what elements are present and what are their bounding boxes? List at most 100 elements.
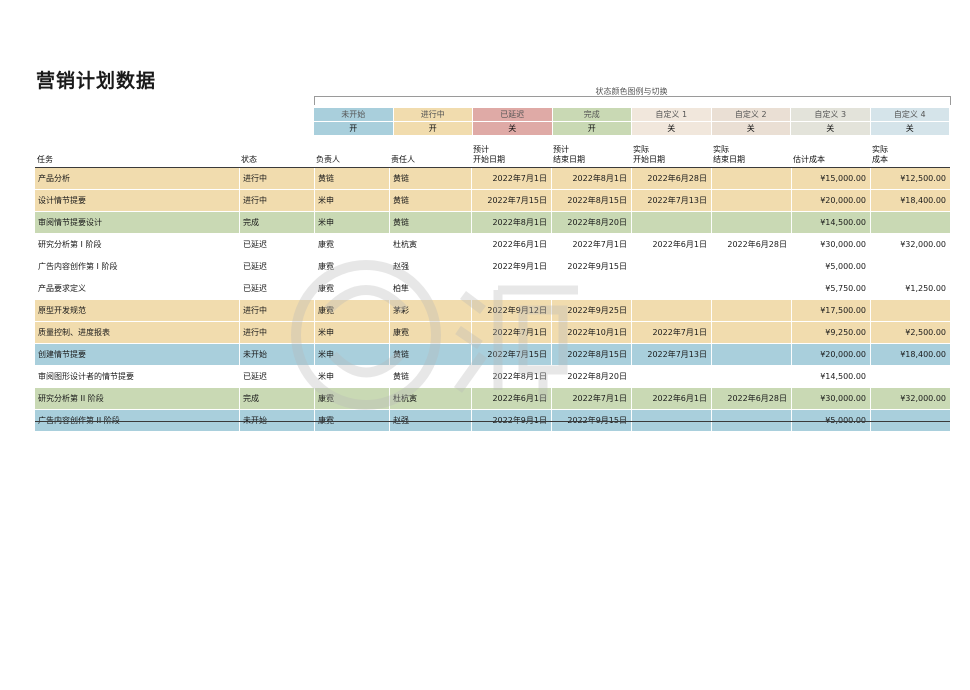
- legend-toggle[interactable]: 关: [473, 122, 552, 135]
- cell-lead[interactable]: 米申: [314, 190, 389, 211]
- cell-act-start[interactable]: [631, 256, 711, 277]
- column-header[interactable]: 实际 结束日期: [713, 145, 745, 165]
- cell-owner[interactable]: 黄链: [389, 366, 471, 387]
- legend-toggle[interactable]: 关: [711, 122, 790, 135]
- cell-act-cost[interactable]: [870, 410, 950, 431]
- cell-act-cost[interactable]: [870, 300, 950, 321]
- cell-est-cost[interactable]: ¥17,500.00: [791, 300, 870, 321]
- cell-act-cost[interactable]: ¥12,500.00: [870, 168, 950, 189]
- cell-est-end[interactable]: 2022年7月1日: [551, 234, 631, 255]
- cell-task[interactable]: 广告内容创作第 I 阶段: [38, 262, 118, 271]
- cell-act-start[interactable]: 2022年7月13日: [631, 344, 711, 365]
- cell-owner[interactable]: 黄链: [389, 212, 471, 233]
- cell-act-cost[interactable]: ¥1,250.00: [870, 278, 950, 299]
- cell-act-start[interactable]: [631, 410, 711, 431]
- column-header[interactable]: 预计 结束日期: [553, 145, 585, 165]
- cell-task[interactable]: 审阅图形设计者的情节提要: [38, 372, 134, 381]
- cell-act-cost[interactable]: ¥32,000.00: [870, 234, 950, 255]
- cell-task[interactable]: 产品要求定义: [38, 284, 86, 293]
- column-header[interactable]: 状态: [241, 155, 257, 165]
- cell-act-start[interactable]: 2022年6月1日: [631, 234, 711, 255]
- cell-est-cost[interactable]: ¥5,000.00: [791, 410, 870, 431]
- cell-est-cost[interactable]: ¥20,000.00: [791, 190, 870, 211]
- cell-est-start[interactable]: 2022年9月1日: [471, 410, 551, 431]
- cell-lead[interactable]: 康霓: [314, 278, 389, 299]
- table-row[interactable]: 产品要求定义 已延迟 康霓 柏隼 ¥5,750.00 ¥1,250.00: [35, 278, 950, 300]
- cell-est-end[interactable]: [551, 278, 631, 299]
- cell-est-end[interactable]: 2022年10月1日: [551, 322, 631, 343]
- cell-act-cost[interactable]: ¥32,000.00: [870, 388, 950, 409]
- cell-task[interactable]: 研究分析第 I 阶段: [38, 240, 102, 249]
- cell-act-start[interactable]: 2022年7月13日: [631, 190, 711, 211]
- column-header[interactable]: 实际 开始日期: [633, 145, 665, 165]
- cell-est-cost[interactable]: ¥5,000.00: [791, 256, 870, 277]
- table-row[interactable]: 产品分析 进行中 黄链 黄链 2022年7月1日 2022年8月1日 2022年6月28日 ¥…: [35, 168, 950, 190]
- cell-status[interactable]: 未开始: [239, 410, 314, 431]
- table-row[interactable]: 创建情节提要 未开始 米申 黄链 2022年7月15日 2022年8月15日 2022年7月…: [35, 344, 950, 366]
- cell-est-start[interactable]: 2022年9月12日: [471, 300, 551, 321]
- cell-act-end[interactable]: 2022年6月28日: [711, 234, 791, 255]
- cell-lead[interactable]: 米申: [314, 322, 389, 343]
- cell-act-start[interactable]: [631, 366, 711, 387]
- legend-toggle[interactable]: 开: [552, 122, 631, 135]
- cell-act-end[interactable]: [711, 256, 791, 277]
- cell-act-cost[interactable]: ¥2,500.00: [870, 322, 950, 343]
- table-row[interactable]: 审阅图形设计者的情节提要 已延迟 米申 黄链 2022年8月1日 2022年8月20日 ¥1…: [35, 366, 950, 388]
- cell-act-end[interactable]: [711, 212, 791, 233]
- cell-act-cost[interactable]: [870, 212, 950, 233]
- cell-lead[interactable]: 康霓: [314, 234, 389, 255]
- cell-owner[interactable]: 黄链: [389, 190, 471, 211]
- table-row[interactable]: 原型开发规范 进行中 康霓 茅彩 2022年9月12日 2022年9月25日 ¥17,500…: [35, 300, 950, 322]
- cell-act-start[interactable]: 2022年6月1日: [631, 388, 711, 409]
- cell-act-end[interactable]: 2022年6月28日: [711, 388, 791, 409]
- cell-task[interactable]: 设计情节提要: [38, 196, 86, 205]
- column-header[interactable]: 责任人: [391, 155, 415, 165]
- cell-est-end[interactable]: 2022年8月20日: [551, 366, 631, 387]
- cell-est-end[interactable]: 2022年8月1日: [551, 168, 631, 189]
- cell-status[interactable]: 进行中: [239, 322, 314, 343]
- column-header[interactable]: 预计 开始日期: [473, 145, 505, 165]
- cell-act-cost[interactable]: [870, 256, 950, 277]
- cell-act-end[interactable]: [711, 278, 791, 299]
- cell-owner[interactable]: 茅彩: [389, 300, 471, 321]
- cell-est-cost[interactable]: ¥14,500.00: [791, 366, 870, 387]
- table-row[interactable]: 研究分析第 II 阶段 完成 康霓 杜杭寅 2022年6月1日 2022年7月1日 2022…: [35, 388, 950, 410]
- legend-toggle[interactable]: 关: [791, 122, 870, 135]
- table-row[interactable]: 广告内容创作第 I 阶段 已延迟 康霓 赵强 2022年9月1日 2022年9月15日 ¥5…: [35, 256, 950, 278]
- cell-est-cost[interactable]: ¥15,000.00: [791, 168, 870, 189]
- cell-est-cost[interactable]: ¥20,000.00: [791, 344, 870, 365]
- cell-status[interactable]: 进行中: [239, 190, 314, 211]
- cell-est-start[interactable]: 2022年6月1日: [471, 388, 551, 409]
- cell-status[interactable]: 完成: [239, 388, 314, 409]
- cell-est-cost[interactable]: ¥30,000.00: [791, 234, 870, 255]
- cell-task[interactable]: 审阅情节提要设计: [38, 218, 102, 227]
- cell-act-end[interactable]: [711, 190, 791, 211]
- cell-act-cost[interactable]: ¥18,400.00: [870, 344, 950, 365]
- table-row[interactable]: 质量控制、进度报表 进行中 米申 康霓 2022年7月1日 2022年10月1日 2022年…: [35, 322, 950, 344]
- cell-est-cost[interactable]: ¥5,750.00: [791, 278, 870, 299]
- cell-owner[interactable]: 黄链: [389, 168, 471, 189]
- cell-task[interactable]: 原型开发规范: [38, 306, 86, 315]
- table-row[interactable]: 研究分析第 I 阶段 已延迟 康霓 杜杭寅 2022年6月1日 2022年7月1日 2022…: [35, 234, 950, 256]
- cell-lead[interactable]: 黄链: [314, 168, 389, 189]
- cell-task[interactable]: 广告内容创作第 II 阶段: [38, 416, 120, 425]
- cell-owner[interactable]: 康霓: [389, 322, 471, 343]
- cell-owner[interactable]: 柏隼: [389, 278, 471, 299]
- cell-act-end[interactable]: [711, 322, 791, 343]
- cell-est-start[interactable]: 2022年6月1日: [471, 234, 551, 255]
- cell-act-end[interactable]: [711, 366, 791, 387]
- cell-act-start[interactable]: 2022年7月1日: [631, 322, 711, 343]
- cell-status[interactable]: 未开始: [239, 344, 314, 365]
- cell-owner[interactable]: 杜杭寅: [389, 234, 471, 255]
- cell-act-start[interactable]: 2022年6月28日: [631, 168, 711, 189]
- cell-task[interactable]: 质量控制、进度报表: [38, 328, 110, 337]
- cell-status[interactable]: 已延迟: [239, 256, 314, 277]
- cell-est-end[interactable]: 2022年9月15日: [551, 256, 631, 277]
- column-header[interactable]: 负责人: [316, 155, 340, 165]
- cell-status[interactable]: 已延迟: [239, 278, 314, 299]
- cell-est-start[interactable]: [471, 278, 551, 299]
- cell-owner[interactable]: 黄链: [389, 344, 471, 365]
- legend-toggle[interactable]: 开: [393, 122, 472, 135]
- cell-est-end[interactable]: 2022年8月20日: [551, 212, 631, 233]
- cell-task[interactable]: 产品分析: [38, 174, 70, 183]
